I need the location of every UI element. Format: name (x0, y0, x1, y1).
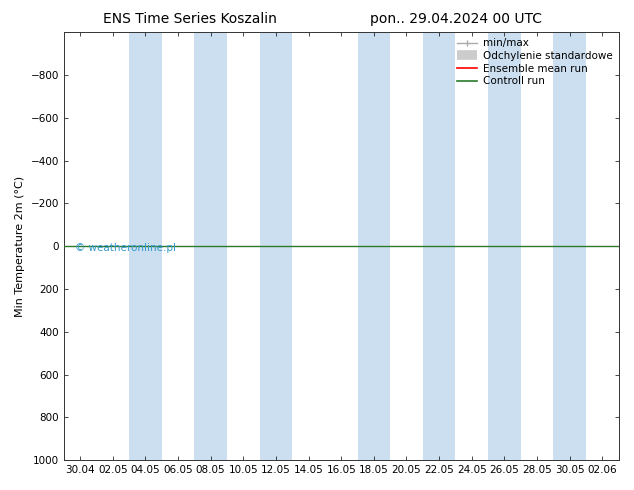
Text: © weatheronline.pl: © weatheronline.pl (75, 243, 176, 253)
Text: pon.. 29.04.2024 00 UTC: pon.. 29.04.2024 00 UTC (370, 12, 543, 26)
Bar (129, 32, 162, 460)
Bar (195, 32, 227, 460)
Y-axis label: Min Temperature 2m (°C): Min Temperature 2m (°C) (15, 175, 25, 317)
Text: ENS Time Series Koszalin: ENS Time Series Koszalin (103, 12, 277, 26)
Bar (423, 32, 455, 460)
Bar (358, 32, 390, 460)
Legend: min/max, Odchylenie standardowe, Ensemble mean run, Controll run: min/max, Odchylenie standardowe, Ensembl… (453, 34, 616, 90)
Bar (259, 32, 292, 460)
Bar (553, 32, 586, 460)
Bar (488, 32, 521, 460)
